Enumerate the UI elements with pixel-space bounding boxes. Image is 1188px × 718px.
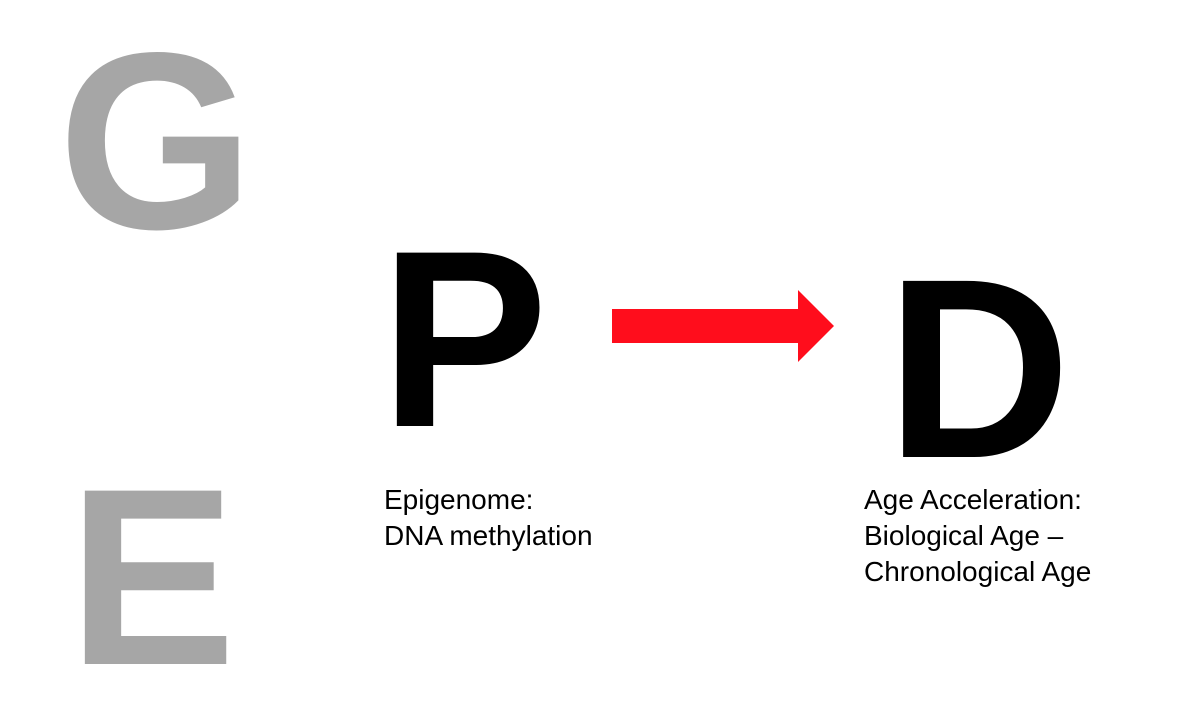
caption-age-acceleration-line1: Age Acceleration: xyxy=(864,484,1082,515)
letter-g: G xyxy=(58,1,255,282)
caption-age-acceleration: Age Acceleration: Biological Age – Chron… xyxy=(864,482,1091,590)
arrow-shape xyxy=(612,290,834,362)
letter-p: P xyxy=(380,199,549,480)
letter-d: D xyxy=(886,226,1071,512)
caption-epigenome: Epigenome: DNA methylation xyxy=(384,482,593,554)
letter-e: E xyxy=(68,437,237,718)
caption-epigenome-line1: Epigenome: xyxy=(384,484,534,515)
caption-epigenome-line2: DNA methylation xyxy=(384,520,593,551)
caption-age-acceleration-line2: Biological Age – xyxy=(864,520,1064,551)
right-arrow-icon xyxy=(612,290,834,362)
caption-age-acceleration-line3: Chronological Age xyxy=(864,556,1092,587)
